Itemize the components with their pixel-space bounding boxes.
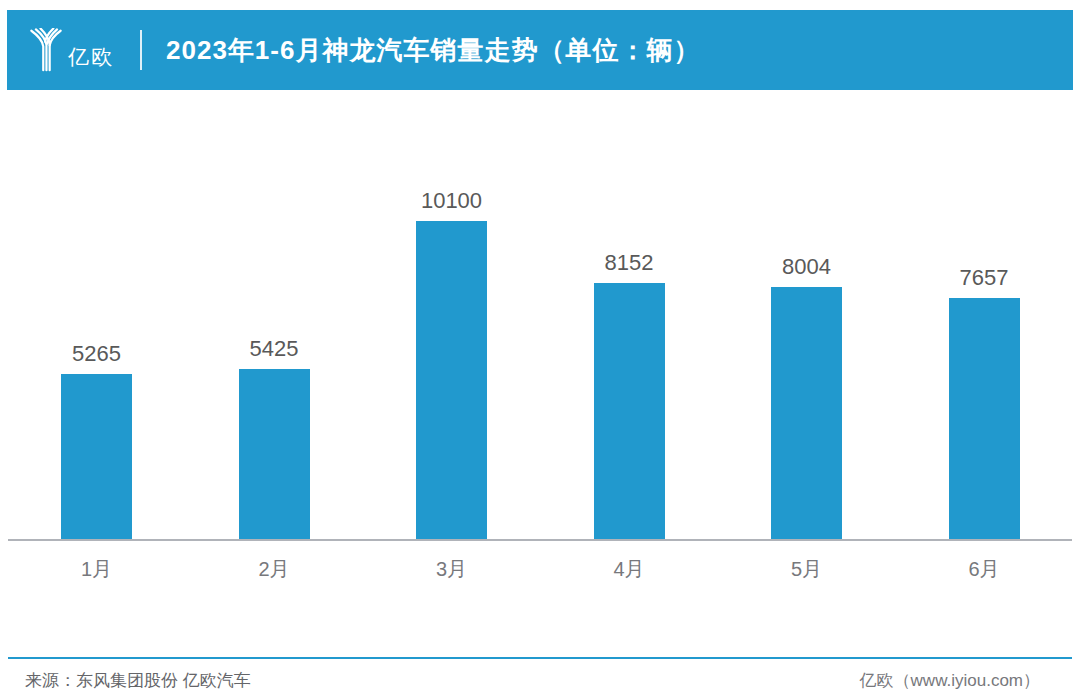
x-axis-tick-label: 4月 (559, 556, 699, 583)
infographic-page: 亿欧 2023年1-6月神龙汽车销量走势（单位：辆） 52651月54252月1… (0, 0, 1080, 699)
bar-value-label: 10100 (382, 188, 522, 214)
bar (416, 221, 487, 540)
bar (61, 374, 132, 540)
bar-value-label: 7657 (914, 265, 1054, 291)
bar (239, 369, 310, 540)
x-axis-line (8, 539, 1072, 541)
x-axis-tick-label: 5月 (737, 556, 877, 583)
bar-value-label: 8152 (559, 250, 699, 276)
x-axis-tick-label: 2月 (204, 556, 344, 583)
credit-text: 亿欧（www.iyiou.com） (860, 669, 1040, 692)
bar (949, 298, 1020, 540)
bar-chart: 5265 1月 5425 2月 10100 3月 8152 4月 8004 5月 7657 6月 (0, 0, 1080, 699)
bar (594, 283, 665, 540)
footer-divider (8, 657, 1072, 659)
bar-value-label: 5265 (27, 341, 167, 367)
bar (771, 287, 842, 540)
x-axis-tick-label: 3月 (382, 556, 522, 583)
source-text: 来源：东风集团股份 亿欧汽车 (25, 669, 251, 692)
bar-value-label: 8004 (737, 254, 877, 280)
x-axis-tick-label: 1月 (27, 556, 167, 583)
bar-value-label: 5425 (204, 336, 344, 362)
x-axis-tick-label: 6月 (914, 556, 1054, 583)
